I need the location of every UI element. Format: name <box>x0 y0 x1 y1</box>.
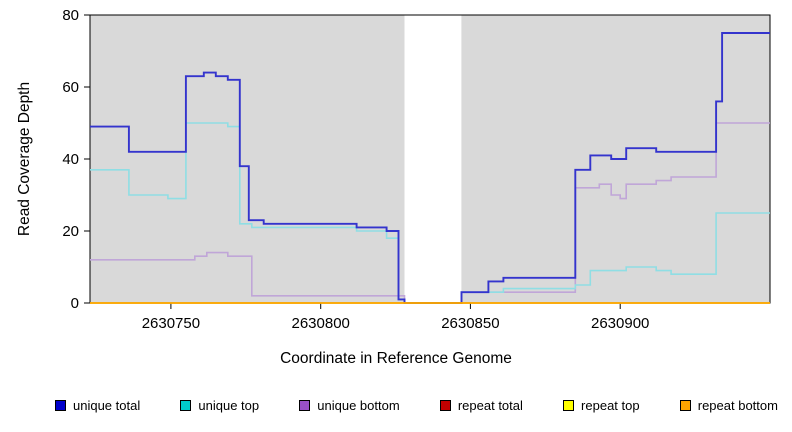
legend-label-repeat-total: repeat total <box>457 398 523 413</box>
legend-item-repeat-bottom: repeat bottom <box>679 398 778 413</box>
x-axis-label: Coordinate in Reference Genome <box>280 350 512 367</box>
legend-label-unique-bottom: unique bottom <box>317 398 400 413</box>
coverage-plot: 2630750 2630800 2630850 2630900 0 20 40 60 80 <box>62 7 771 332</box>
legend-swatch-repeat-top <box>563 400 575 411</box>
legend-item-unique-total: unique total <box>55 398 140 413</box>
legend-item-repeat-top: repeat top <box>563 398 640 413</box>
svg-text:0: 0 <box>71 295 79 312</box>
legend-item-unique-top: unique top <box>180 398 259 413</box>
svg-text:60: 60 <box>62 79 79 96</box>
svg-text:2630800: 2630800 <box>291 315 349 332</box>
y-axis-label: Read Coverage Depth <box>16 81 33 237</box>
svg-text:2630900: 2630900 <box>591 315 649 332</box>
svg-text:2630750: 2630750 <box>142 315 200 332</box>
legend-swatch-repeat-bottom <box>679 400 691 411</box>
legend-swatch-unique-top <box>180 400 192 411</box>
legend-item-repeat-total: repeat total <box>439 398 523 413</box>
svg-text:2630850: 2630850 <box>441 315 499 332</box>
chart-legend: unique total unique top unique bottom re… <box>0 398 792 413</box>
legend-swatch-repeat-total <box>439 400 451 411</box>
legend-label-repeat-top: repeat top <box>581 398 640 413</box>
legend-label-unique-total: unique total <box>73 398 141 413</box>
legend-label-unique-top: unique top <box>198 398 260 413</box>
legend-swatch-unique-bottom <box>299 400 311 411</box>
legend-item-unique-bottom: unique bottom <box>299 398 400 413</box>
svg-text:40: 40 <box>62 151 79 168</box>
svg-text:80: 80 <box>62 7 79 24</box>
svg-text:20: 20 <box>62 223 79 240</box>
legend-swatch-unique-total <box>55 400 66 411</box>
legend-label-repeat-bottom: repeat bottom <box>697 398 778 413</box>
